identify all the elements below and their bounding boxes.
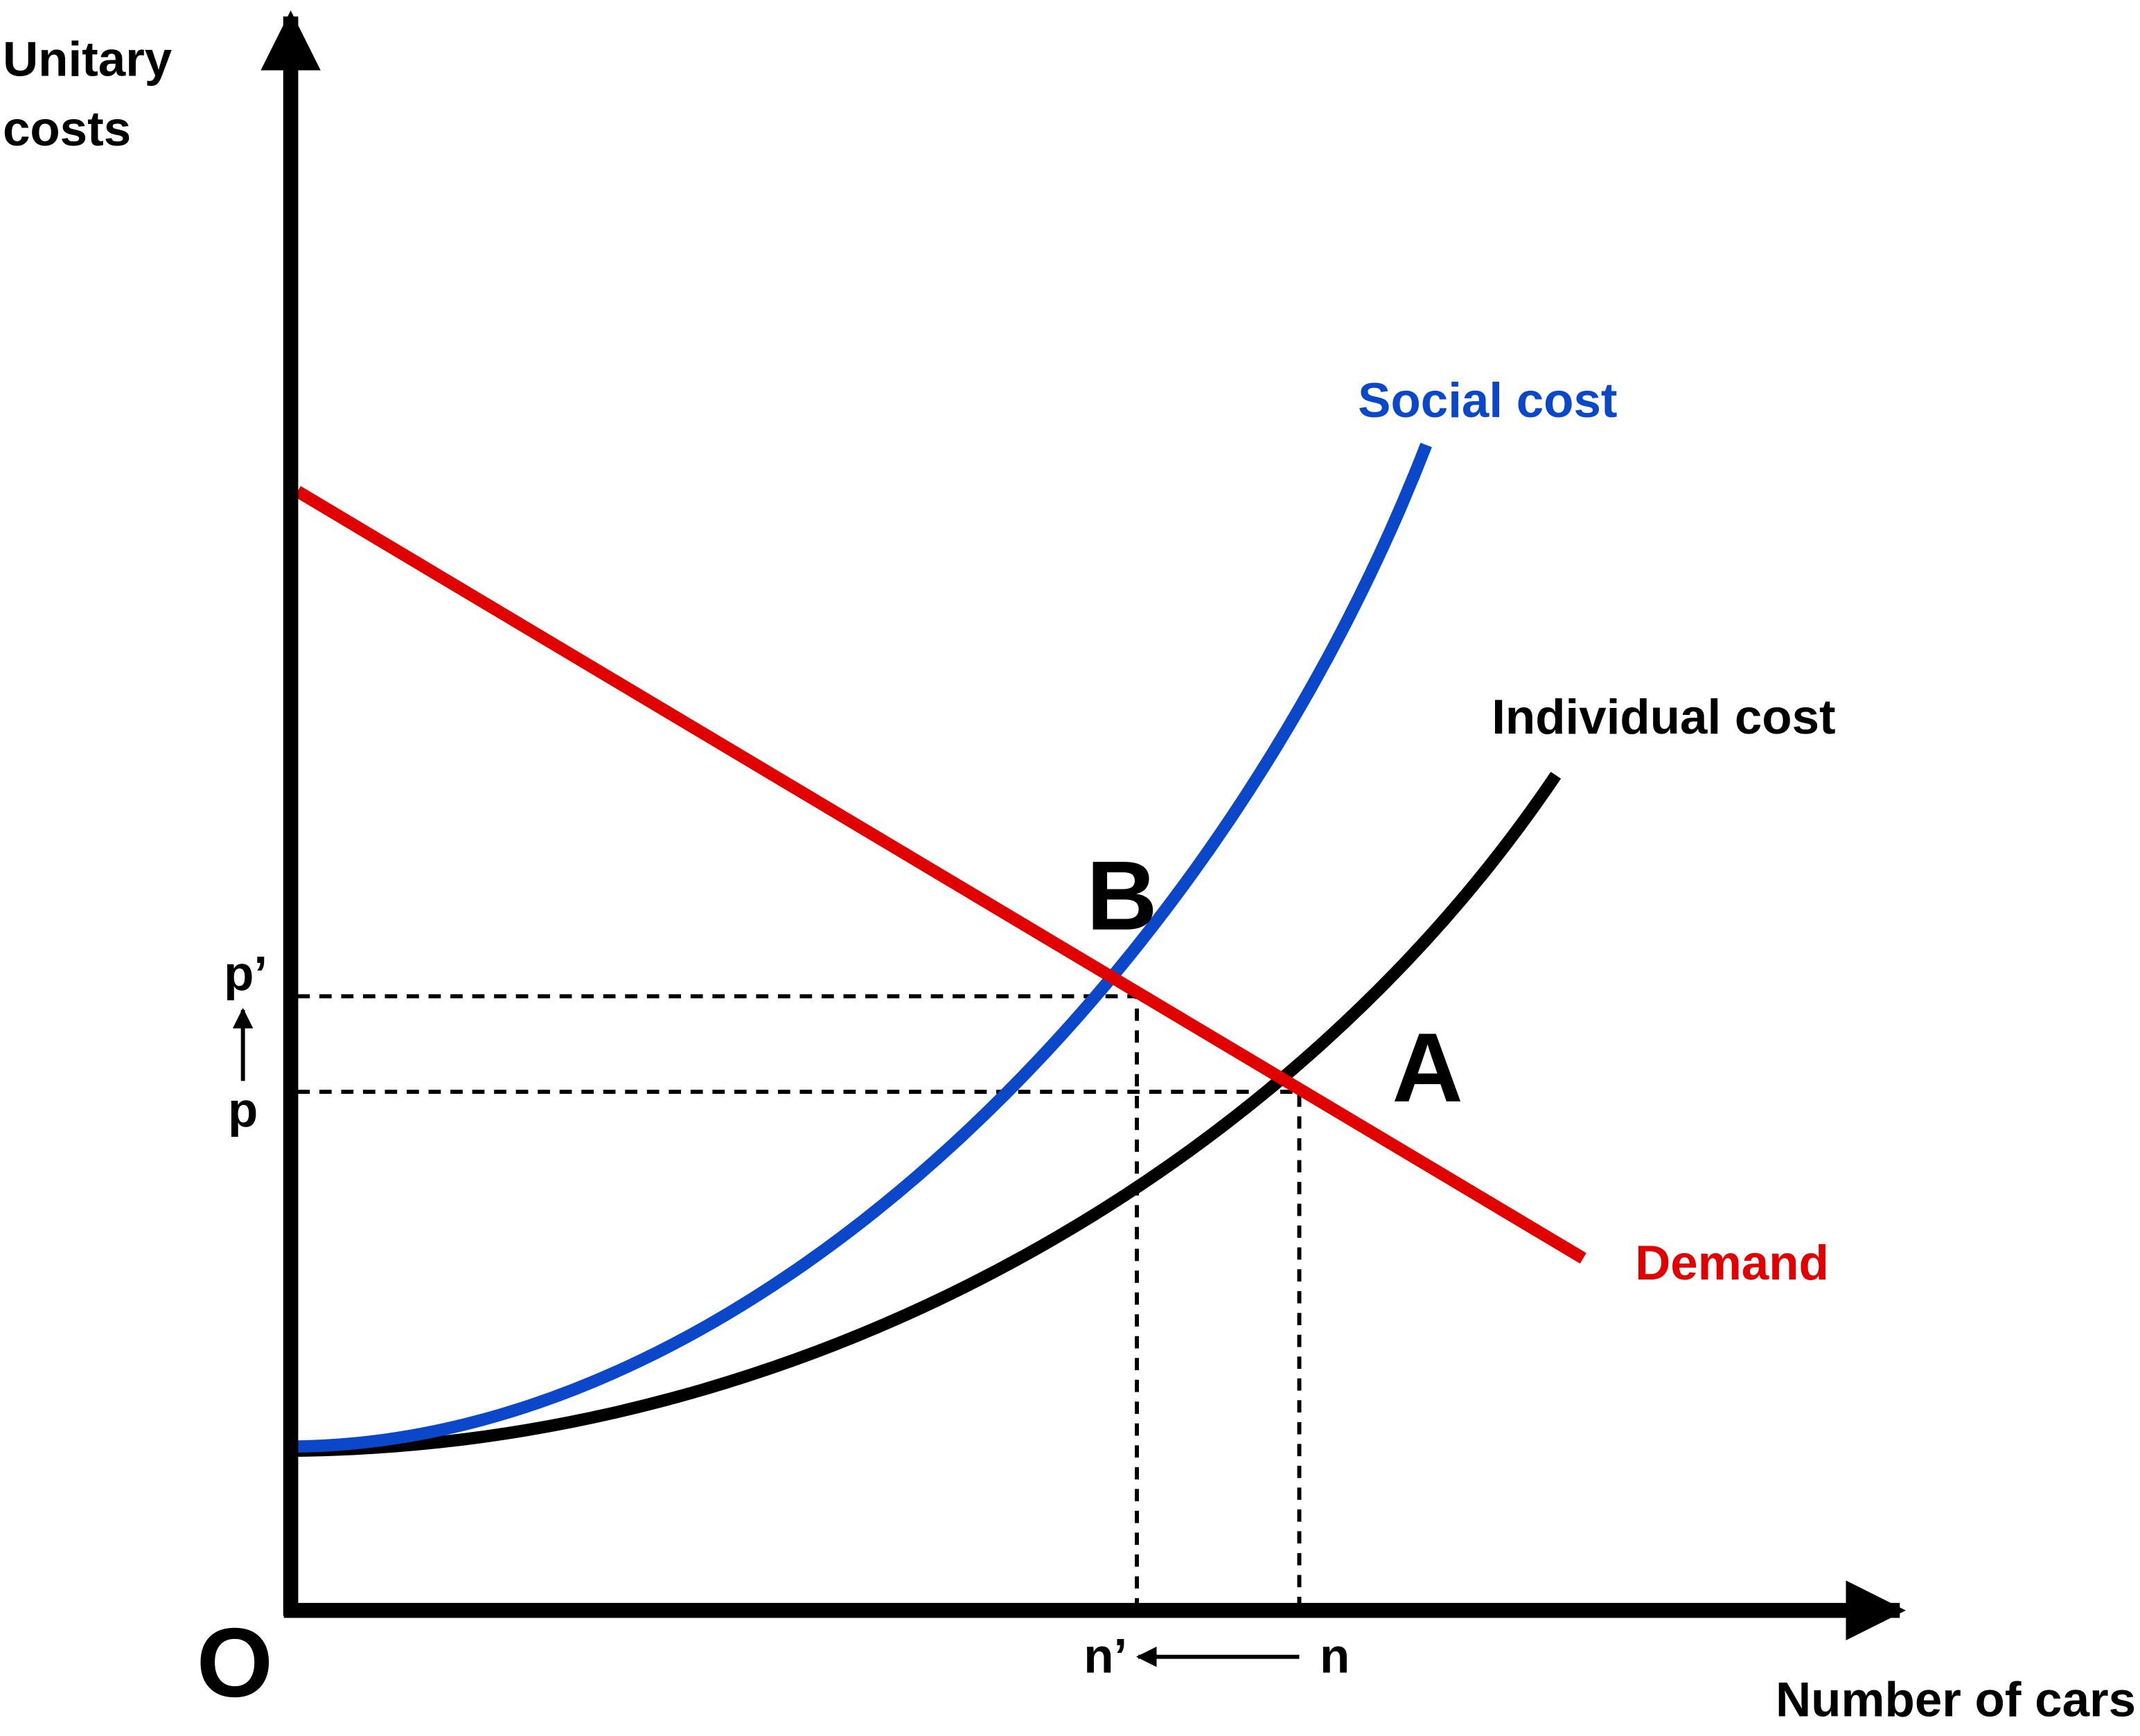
- social-cost-label: Social cost: [1358, 373, 1617, 428]
- y-axis-label: Unitary: [3, 32, 173, 87]
- demand-label: Demand: [1635, 1236, 1829, 1291]
- point-label: A: [1392, 1013, 1462, 1123]
- quantity-label: n’: [1084, 1629, 1127, 1683]
- origin-label: O: [197, 1609, 273, 1718]
- price-label: p: [228, 1083, 258, 1137]
- individual-cost-label: Individual cost: [1492, 690, 1835, 745]
- demand-line: [294, 486, 1586, 1264]
- social-cost-curve: [290, 443, 1432, 1453]
- guide-p: [297, 1090, 1302, 1604]
- x-axis-label: Number of cars: [1776, 1672, 2136, 1727]
- price-label: p’: [224, 946, 267, 1001]
- quantity-label: n: [1320, 1629, 1350, 1683]
- individual-cost-curve: [290, 772, 1562, 1458]
- y-axis-label: costs: [3, 102, 131, 157]
- point-label: B: [1086, 842, 1157, 951]
